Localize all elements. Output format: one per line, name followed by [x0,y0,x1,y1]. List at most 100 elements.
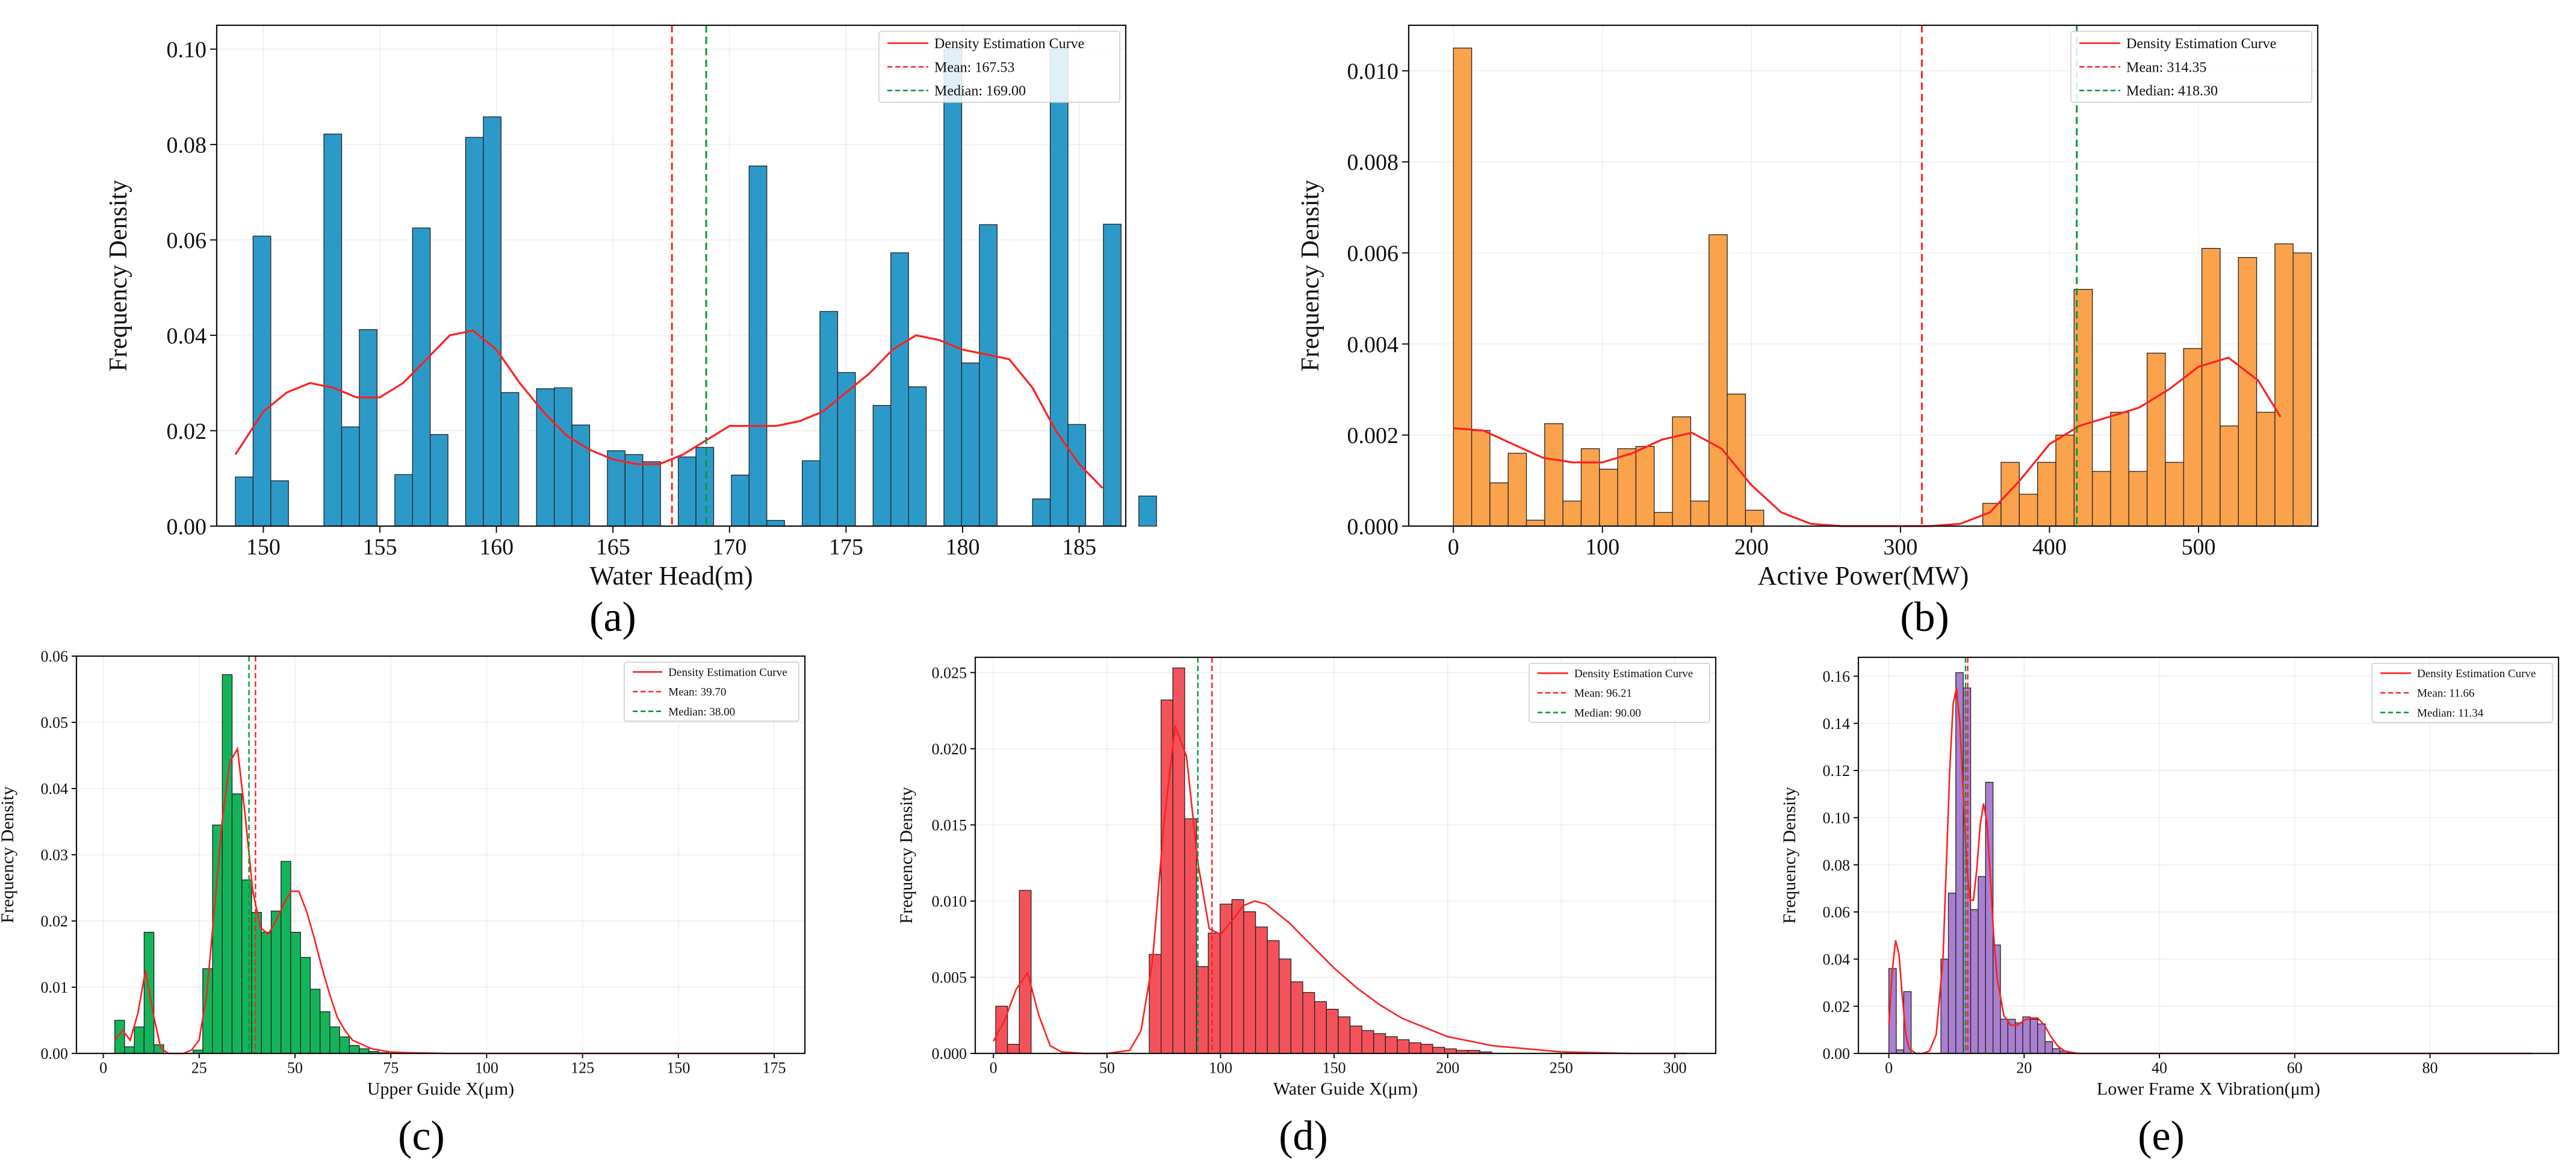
x-tick-label: 400 [2032,535,2067,560]
histogram-bar [2052,1048,2061,1054]
histogram-bar [695,447,715,527]
x-axis-label: Lower Frame X Vibration(μm) [2097,1079,2320,1099]
histogram-bar [2256,412,2276,527]
histogram-bar [1544,423,1563,527]
histogram-bar [1580,448,1600,527]
chart-c: 0 25 50 75 100 125 150 175 0.00 0.01 0.02 0.03 0.04 0… [0,648,806,1099]
histogram-bar [624,454,644,527]
histogram-bar [483,116,502,527]
histogram-bar [2238,257,2258,527]
legend-density-curve-label: Density Estimation Curve [934,36,1084,52]
x-tick-label: 75 [383,1059,399,1077]
histogram-bar [1326,1008,1339,1054]
x-tick-label: 175 [829,535,863,560]
histogram-bar [890,252,909,527]
density-curve [114,746,775,1055]
histogram-bar [323,134,343,527]
histogram-bar [290,932,301,1054]
y-tick-label: 0.005 [932,969,967,987]
histogram-bar [394,474,413,527]
histogram-bar [341,426,360,527]
x-tick-label: 0 [1885,1059,1893,1077]
histogram-bar [1948,893,1957,1054]
y-tick-label: 0.025 [932,664,967,681]
legend-median-label: Median: 38.00 [668,705,735,718]
histogram-bar [2220,425,2239,527]
legend-median-label: Median: 11.34 [2417,707,2484,719]
histogram-bar [2044,1041,2053,1054]
histogram-bar [2037,462,2056,527]
y-axis-label: Frequency Density [1297,180,1324,371]
x-tick-label: 50 [1099,1059,1115,1077]
x-axis-label: Water Head(m) [589,561,753,591]
histogram-bar [1978,876,1986,1054]
histogram-bar [553,387,573,527]
histogram-bar [731,474,750,527]
histogram-bar [677,456,697,527]
histogram-bar [801,460,821,527]
x-tick-label: 185 [1062,535,1096,560]
x-tick-label: 250 [1550,1059,1573,1077]
histogram-bar [1562,500,1582,527]
histogram-bar [1361,1030,1374,1054]
histogram-bar [1279,958,1292,1054]
histogram-bar [1992,944,2001,1054]
histogram-bar [2000,1019,2008,1054]
x-tick-label: 175 [763,1059,786,1077]
histogram-bar [961,362,980,527]
legend: Density Estimation Curve Mean: 11.66 Media… [2371,663,2553,723]
histogram-bar [2292,252,2312,527]
histogram-bar [2029,1019,2038,1054]
histogram-bar [1184,818,1197,1054]
x-tick-label: 100 [1209,1059,1232,1077]
x-axis-label: Water Guide X(μm) [1273,1079,1418,1099]
histogram-bar [2128,471,2148,527]
histogram-bar [1314,1001,1327,1054]
x-tick-label: 25 [191,1059,207,1077]
histogram-bar [270,910,282,1054]
x-tick-label: 150 [1323,1059,1346,1077]
x-tick-label: 150 [666,1059,690,1077]
x-tick-label: 200 [1436,1059,1459,1077]
y-tick-label: 0.002 [1347,423,1399,448]
legend-median-label: Median: 418.30 [2126,84,2218,99]
histogram-bar [1049,48,1069,527]
x-tick-label: 0 [990,1059,998,1077]
histogram-bar [642,461,661,527]
plot-frame [1857,656,2560,1055]
panel-label-a: (a) [589,594,636,640]
legend-mean-label: Mean: 314.35 [2126,60,2206,75]
x-tick-label: 80 [2422,1059,2438,1077]
y-tick-label: 0.04 [1823,950,1851,968]
histogram-bar [1302,992,1315,1054]
legend-median-label: Median: 90.00 [1574,707,1641,719]
histogram-bar [1599,468,1618,527]
y-tick-label: 0.03 [41,846,69,864]
y-tick-label: 0.008 [1347,150,1399,175]
histogram-bar [2110,412,2129,527]
plot-frame [216,24,1127,527]
histogram-bar [500,392,520,527]
histogram-bar [359,1048,370,1054]
x-axis-label: Active Power(MW) [1758,561,1969,591]
histogram-bar [231,793,243,1054]
y-tick-label: 0.05 [41,714,69,731]
y-tick-label: 0.010 [932,893,967,910]
y-tick-label: 0.06 [167,228,207,253]
legend-mean-label: Mean: 11.66 [2417,687,2474,700]
x-tick-label: 160 [479,535,514,560]
histogram-bar [134,1026,145,1054]
legend-box [2070,31,2312,103]
x-tick-label: 100 [475,1059,498,1077]
histogram-bar [1007,1044,1020,1054]
chart-b: 0 100 200 300 400 500 0.000 0.002 0.004 0.006 0.00… [1297,24,2319,591]
y-tick-label: 0.015 [932,816,967,834]
chart-d: 0 50 100 150 200 250 300 0.000 0.005 0.010 0.015 0.… [896,656,1717,1099]
y-axis-label: Frequency Density [896,787,916,923]
histogram-bar [1654,512,1673,527]
histogram-bar [1255,926,1268,1054]
y-tick-label: 0.006 [1347,241,1399,266]
x-tick-label: 60 [2287,1059,2303,1077]
panel-label-b: (b) [1900,594,1949,640]
